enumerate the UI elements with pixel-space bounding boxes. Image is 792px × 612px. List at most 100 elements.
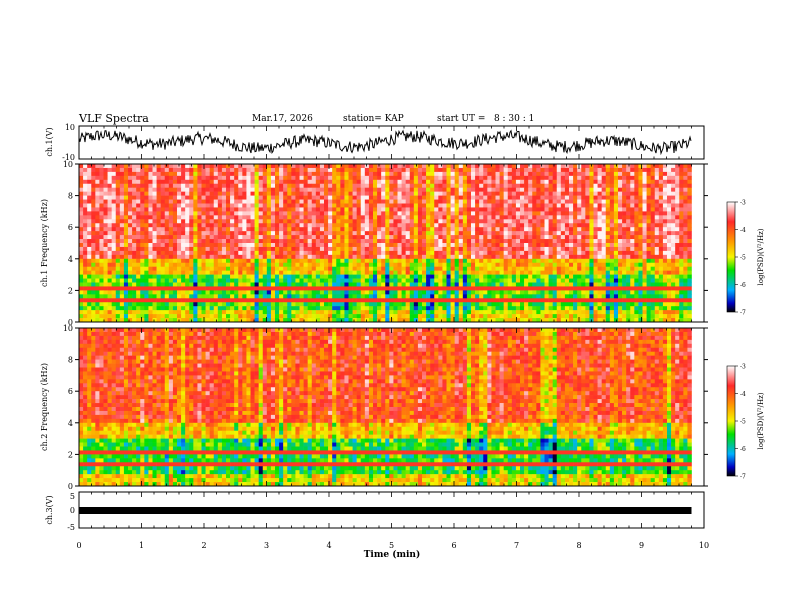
- spectrogram-cell: [234, 223, 239, 228]
- spectrogram-cell: [311, 199, 317, 204]
- spectrogram-cell: [658, 207, 664, 212]
- spectrogram-cell: [650, 246, 656, 252]
- spectrogram-cell: [185, 215, 190, 220]
- spectrogram-cell: [601, 270, 607, 275]
- spectrogram-cell: [181, 167, 186, 173]
- spectrogram-cell: [618, 179, 623, 185]
- spectrogram-cell: [221, 274, 227, 279]
- spectrogram-cell: [95, 239, 100, 244]
- spectrogram-cell: [475, 246, 480, 252]
- spectrogram-cell: [258, 171, 264, 177]
- spectrogram-cell: [458, 223, 464, 228]
- spectrogram-cell: [609, 179, 615, 185]
- spectrogram-cell: [262, 179, 268, 185]
- spectrogram-cell: [577, 290, 582, 295]
- spectrogram-cell: [630, 223, 635, 228]
- spectrogram-cell: [311, 278, 317, 283]
- spectrogram-cell: [654, 211, 660, 216]
- spectrogram-cell: [654, 207, 660, 212]
- spectrogram-cell: [499, 227, 504, 232]
- spectrogram-cell: [115, 183, 121, 188]
- spectrogram-cell: [295, 239, 300, 244]
- spectrogram-cell: [348, 278, 353, 283]
- spectrogram-cell: [458, 199, 464, 204]
- spectrogram-cell: [209, 254, 215, 260]
- spectrogram-cell: [364, 250, 370, 256]
- spectrogram-cell: [609, 199, 615, 204]
- spectrogram-cell: [238, 231, 243, 236]
- spectrogram-cell: [454, 195, 460, 200]
- spectrogram-cell: [495, 262, 500, 267]
- spectrogram-cell: [336, 227, 341, 232]
- spectrogram-cell: [573, 270, 578, 275]
- spectrogram-cell: [536, 258, 541, 264]
- spectrogram-cell: [332, 203, 337, 208]
- spectrogram-cell: [91, 187, 96, 192]
- spectrogram-cell: [413, 211, 419, 216]
- spectrogram-cell: [417, 211, 423, 216]
- spectrogram-cell: [393, 239, 398, 244]
- spectrogram-cell: [132, 270, 137, 275]
- spectrogram-cell: [458, 195, 464, 200]
- spectrogram-cell: [197, 164, 202, 169]
- spectrogram-cell: [197, 294, 202, 299]
- spectrogram-cell: [177, 290, 182, 295]
- spectrogram-cell: [217, 183, 223, 188]
- spectrogram-cell: [115, 171, 121, 177]
- spectrogram-cell: [569, 286, 574, 291]
- spectrogram-cell: [597, 278, 602, 283]
- spectrogram-cell: [111, 211, 117, 216]
- spectrogram-cell: [524, 290, 529, 295]
- spectrogram-cell: [164, 294, 170, 299]
- spectrogram-cell: [213, 250, 219, 256]
- spectrogram-cell: [315, 183, 321, 188]
- spectrogram-cell: [83, 294, 88, 299]
- spectrogram-cell: [393, 270, 398, 275]
- spectrogram-cell: [352, 290, 357, 295]
- spectrogram-cell: [115, 274, 121, 279]
- spectrogram-cell: [119, 250, 125, 256]
- spectrogram-cell: [115, 223, 121, 228]
- spectrogram-cell: [495, 258, 500, 264]
- spectrogram-cell: [442, 203, 447, 208]
- spectrogram-cell: [172, 282, 178, 287]
- spectrogram-cell: [499, 195, 504, 200]
- spectrogram-cell: [462, 246, 468, 252]
- spectrogram-cell: [569, 199, 574, 204]
- spectrogram-cell: [352, 262, 357, 267]
- spectrogram-cell: [205, 199, 210, 204]
- spectrogram-cell: [205, 246, 210, 252]
- spectrogram-cell: [573, 250, 578, 256]
- spectrogram-cell: [295, 175, 300, 181]
- spectrogram-cell: [532, 227, 537, 232]
- spectrogram-cell: [373, 243, 378, 248]
- spectrogram-cell: [430, 215, 435, 220]
- spectrogram-cell: [381, 266, 386, 271]
- spectrogram-cell: [262, 274, 268, 279]
- spectrogram-cell: [626, 270, 631, 275]
- spectrogram-cell: [679, 282, 684, 287]
- spectrogram-cell: [511, 231, 517, 236]
- spectrogram-cell: [405, 195, 411, 200]
- spectrogram-cell: [683, 175, 688, 181]
- spectrogram-cell: [560, 274, 566, 279]
- spectrogram-cell: [405, 239, 411, 244]
- spectrogram-cell: [250, 195, 255, 200]
- spectrogram-cell: [564, 250, 570, 256]
- spectrogram-cell: [687, 227, 692, 232]
- ch1-waveform-panel: 10 -10 ch.1(V): [45, 123, 705, 162]
- spectrogram-cell: [524, 286, 529, 291]
- spectrogram-cell: [581, 179, 586, 185]
- spectrogram-cell: [581, 254, 586, 260]
- spectrogram-cell: [646, 274, 651, 279]
- spectrogram-cell: [258, 167, 264, 173]
- spectrogram-cell: [642, 219, 647, 224]
- spectrogram-cell: [475, 171, 480, 177]
- spectrogram-cell: [667, 199, 672, 204]
- spectrogram-cell: [193, 274, 198, 279]
- spectrogram-cell: [226, 183, 231, 188]
- spectrogram-cell: [671, 207, 676, 212]
- spectrogram-cell: [348, 191, 353, 196]
- spectrogram-cell: [360, 175, 366, 181]
- spectrogram-cell: [185, 183, 190, 188]
